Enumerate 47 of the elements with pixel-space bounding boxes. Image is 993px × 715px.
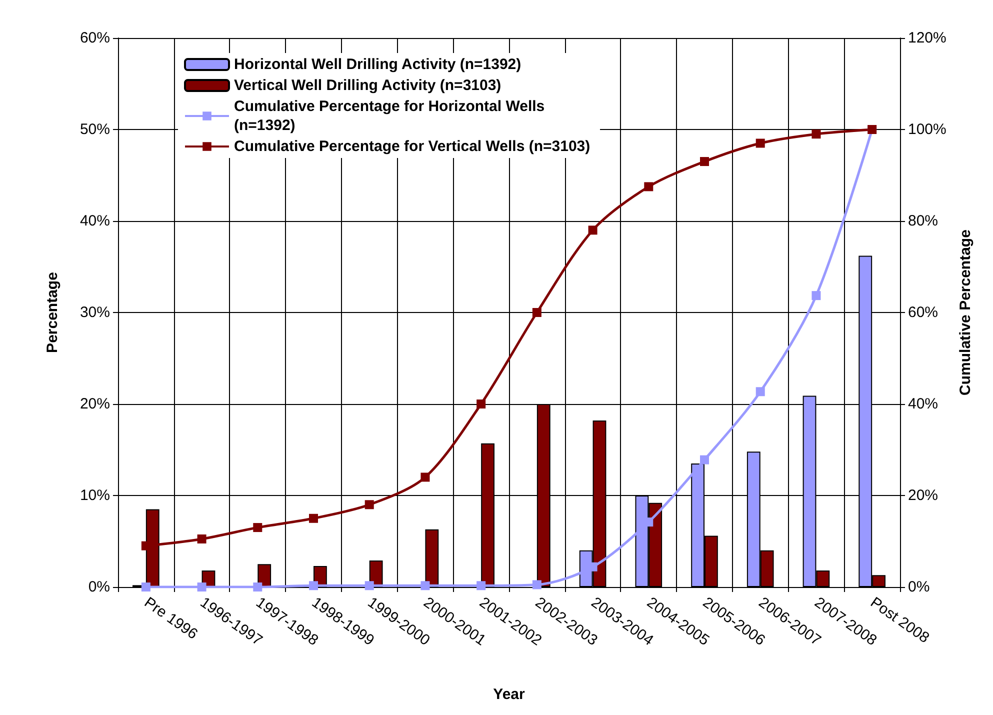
point [309, 581, 318, 590]
y-tick-label: 30% [80, 304, 110, 321]
legend-label: Cumulative Percentage for Horizontal Wells (n=1392) [234, 98, 549, 134]
y2-tick-label: 60% [908, 304, 938, 321]
point [476, 581, 486, 590]
y2-tick-label: 0% [908, 578, 930, 596]
point [253, 582, 262, 592]
point [364, 581, 374, 590]
y-tick-label: 40% [80, 212, 110, 230]
point [309, 514, 318, 523]
y-axis-title: Percentage [44, 272, 61, 353]
point [420, 581, 430, 590]
point [700, 157, 709, 166]
y2-tick-label: 80% [908, 212, 938, 230]
y-tick-label: 50% [80, 121, 110, 138]
y2-tick-label: 120% [908, 30, 946, 46]
bar [425, 529, 439, 587]
point [364, 500, 374, 510]
point [197, 534, 206, 544]
point [644, 182, 654, 192]
y-tick-label: 10% [80, 487, 110, 504]
point [812, 130, 821, 139]
x-tick-label: Pre 1996 [141, 594, 201, 643]
point [197, 582, 206, 592]
y2-tick-label: 100% [908, 121, 946, 138]
point [588, 226, 598, 235]
legend-label: Vertical Well Drilling Activity (n=3103) [234, 77, 502, 94]
point [756, 138, 765, 148]
point [532, 308, 542, 317]
y2-axis-title: Cumulative Percentage [957, 230, 974, 396]
y-tick-label: 60% [80, 30, 110, 46]
point [420, 472, 430, 482]
y-tick-label: 20% [80, 396, 110, 412]
point [253, 523, 262, 532]
point [812, 291, 821, 300]
point [756, 387, 765, 396]
x-axis-title: Year [493, 686, 526, 703]
y-tick-label: 0% [88, 578, 110, 596]
y2-tick-label: 20% [908, 487, 938, 504]
legend-label: Horizontal Well Drilling Activity (n=1392) [234, 56, 522, 73]
point [141, 582, 150, 592]
legend-label: Cumulative Percentage for Vertical Wells (n=3103) [234, 138, 590, 155]
y2-tick-label: 40% [908, 396, 938, 412]
point [532, 580, 542, 590]
point [476, 400, 486, 408]
bar [258, 564, 272, 587]
point [700, 455, 709, 464]
